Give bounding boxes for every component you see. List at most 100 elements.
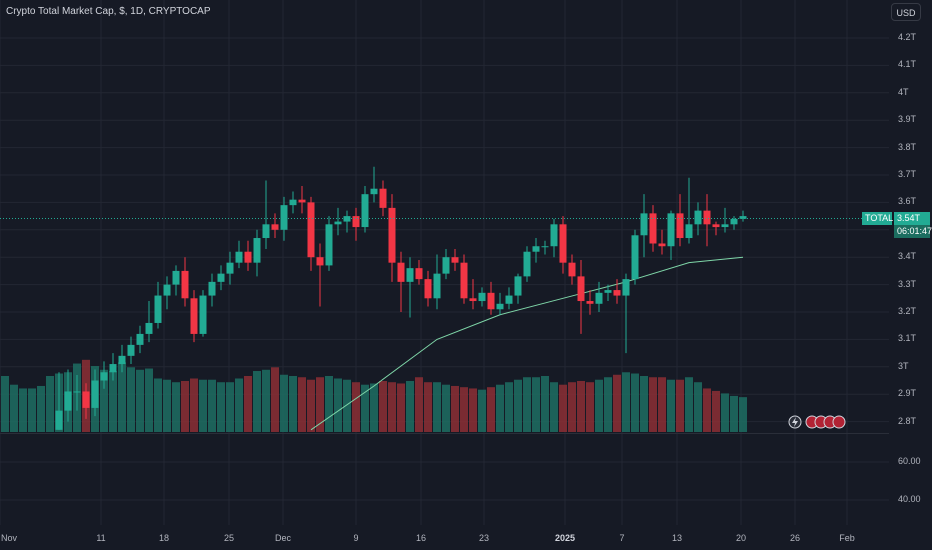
volume-bar [721,393,729,432]
volume-bar [46,376,54,432]
candle [64,369,72,422]
volume-bar [451,385,459,432]
time-axis-label: 20 [735,533,747,543]
volume-bar [469,388,477,432]
candle [658,229,666,255]
volume-scale-label: 60.00 [898,456,921,466]
time-axis-label: 23 [478,533,490,543]
time-axis-label: 9 [353,533,359,543]
candle [127,336,135,365]
candle-body [316,257,324,266]
volume-bar [487,387,495,432]
candle [91,369,99,417]
candle [172,265,180,296]
candle [622,273,630,354]
price-scale-label: 3.1T [898,333,917,344]
candle [388,194,396,282]
candle [631,229,639,285]
candle-body [703,210,711,225]
candle [217,265,225,291]
candle [505,287,513,310]
candle-body [397,262,405,282]
candle-body [262,224,270,239]
candle [334,207,342,236]
candle [298,185,306,214]
time-axis-label: Feb [839,533,855,543]
candle-body [577,276,585,302]
price-scale-label: 4.1T [898,59,917,70]
candle [352,207,360,241]
candle [712,221,720,236]
pane-separator[interactable] [0,433,889,434]
candle [640,194,648,258]
volume-bar [406,380,414,432]
price-scale-label: 3.4T [898,251,917,262]
volume-bar [523,377,531,432]
candle [154,281,162,329]
volume-bar [442,384,450,432]
candle-body [460,262,468,299]
time-axis-label: 13 [671,533,683,543]
candle-body [451,257,459,263]
candle [370,166,378,203]
candle-body [550,224,558,247]
candle-body [649,213,657,244]
candle [559,216,567,274]
candle-body [559,224,567,263]
volume-bar [244,376,252,432]
candle [379,180,387,217]
event-icons[interactable] [788,415,846,429]
volume-bar [190,378,198,432]
candle [226,251,234,285]
candle [703,194,711,247]
candle-body [109,364,117,373]
volume-bar [460,387,468,432]
candle-body [739,216,747,219]
volume-scale-label: 40.00 [898,494,921,504]
candle [595,281,603,312]
candlesticks [55,166,747,430]
candle [577,259,585,334]
candle [190,290,198,343]
candle [118,344,126,373]
candle [721,207,729,233]
candle-body [415,268,423,280]
candle-body [694,210,702,225]
candle [550,218,558,258]
volume-bar [28,388,36,432]
volume-bar [397,383,405,432]
volume-bar [352,382,360,432]
candle-body [199,295,207,334]
candle [109,353,117,381]
volume-bar [577,380,585,432]
candle-body [730,218,738,225]
candle [469,279,477,310]
candle-body [487,292,495,310]
price-scale-label: 3.9T [898,114,917,125]
time-axis-label: 11 [96,533,106,543]
candle [478,287,486,307]
volume-bar [496,384,504,432]
candle-body [334,221,342,225]
candle-body [505,295,513,304]
candle-body [433,273,441,299]
volume-bar [478,389,486,432]
volume-bar [712,390,720,432]
candle-body [379,188,387,208]
volume-bar [118,362,126,432]
candle-body [172,270,180,285]
candle-body [586,301,594,304]
volume-bar [631,373,639,432]
volume-bar [19,388,27,432]
candle [55,372,63,430]
candle [487,281,495,315]
currency-button[interactable]: USD [891,3,921,21]
volume-bar [622,372,630,432]
candle-body [361,194,369,228]
volume-bar [649,377,657,432]
candle [325,216,333,271]
candle [289,191,297,214]
country-flag-icon[interactable] [832,415,846,429]
price-scale-label: 4T [898,86,909,97]
